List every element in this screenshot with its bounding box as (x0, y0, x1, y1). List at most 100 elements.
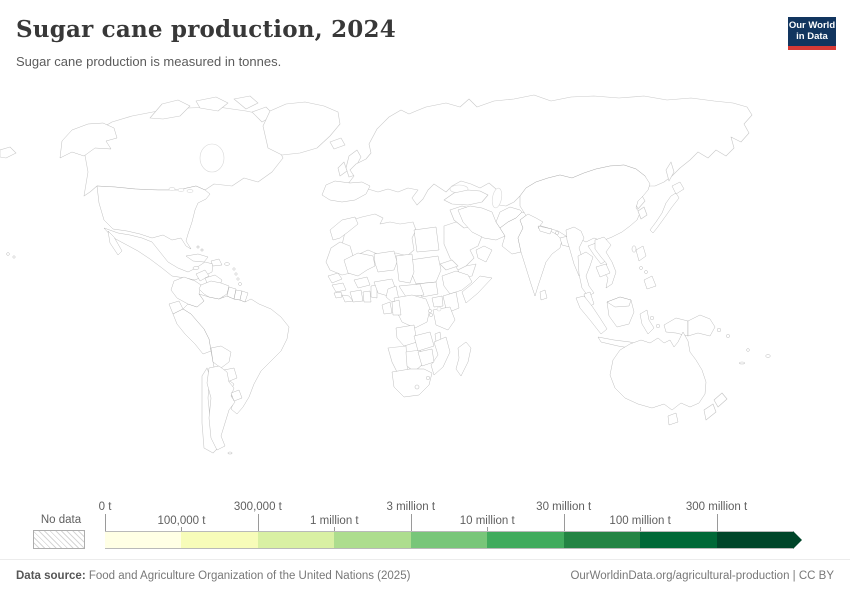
region-trinidad-tobago[interactable] (238, 282, 242, 286)
region-peru[interactable] (172, 308, 212, 355)
region-philippines-mindanao[interactable] (643, 275, 657, 290)
region-bolivia[interactable] (210, 345, 232, 369)
region-japan-honshu[interactable] (649, 192, 680, 234)
region-new-caledonia[interactable] (739, 361, 745, 365)
legend-nodata[interactable]: No data (33, 501, 89, 549)
credit-link[interactable]: OurWorldinData.org/agricultural-producti… (570, 570, 834, 582)
region-indonesia-papua[interactable] (663, 317, 689, 337)
region-mozambique[interactable] (430, 336, 451, 376)
region-ghana[interactable] (362, 290, 372, 303)
region-mexico-baja[interactable] (107, 230, 123, 256)
legend-color-bar[interactable] (105, 531, 793, 549)
region-arctic-islands[interactable] (149, 99, 191, 120)
region-malaysia-borneo[interactable] (606, 296, 632, 308)
region-gabon[interactable] (381, 301, 393, 315)
region-zambia[interactable] (413, 331, 435, 352)
region-philippines-visayas[interactable] (644, 270, 648, 274)
region-arctic-islands[interactable] (233, 95, 259, 110)
region-hawaii[interactable] (6, 252, 10, 256)
region-venezuela[interactable] (198, 280, 230, 300)
region-rwanda-burundi[interactable] (428, 309, 432, 313)
legend-bin-7[interactable] (563, 531, 641, 549)
region-turkey[interactable] (443, 189, 489, 206)
owid-logo[interactable]: Our World in Data (788, 17, 836, 50)
region-australia[interactable] (609, 331, 707, 411)
region-bahamas[interactable] (196, 245, 200, 249)
region-eritrea[interactable] (439, 259, 459, 271)
region-sri-lanka[interactable] (539, 289, 548, 301)
region-central-african-republic[interactable] (398, 283, 425, 298)
region-vanuatu[interactable] (746, 348, 750, 352)
region-botswana[interactable] (405, 349, 424, 373)
region-new-zealand-north[interactable] (713, 392, 728, 408)
legend-bin-4[interactable] (334, 531, 411, 549)
region-tanzania[interactable] (432, 306, 456, 331)
region-congo[interactable] (391, 299, 402, 316)
region-chad[interactable] (395, 253, 415, 284)
region-cuba[interactable] (185, 253, 209, 263)
region-new-zealand-south[interactable] (703, 403, 717, 421)
region-tasmania[interactable] (667, 412, 679, 426)
region-uganda[interactable] (431, 295, 444, 308)
region-angola[interactable] (395, 324, 418, 347)
region-japan-hokkaido[interactable] (671, 181, 685, 195)
region-lesser-antilles[interactable] (234, 272, 238, 276)
region-philippines-luzon[interactable] (635, 245, 647, 262)
region-lesotho[interactable] (414, 384, 420, 390)
region-greenland[interactable] (262, 101, 341, 156)
region-jamaica[interactable] (192, 266, 200, 270)
region-philippines-visayas[interactable] (639, 266, 643, 270)
region-puerto-rico[interactable] (224, 262, 230, 266)
region-guinea[interactable] (331, 282, 347, 293)
region-senegal[interactable] (327, 272, 343, 284)
region-iceland[interactable] (329, 137, 346, 150)
region-indonesia-sumatra[interactable] (575, 295, 608, 335)
region-sierra-leone[interactable] (333, 291, 343, 299)
legend-color-scale[interactable]: 0 t 100,000 t 300,000 t 1 million t 3 millio… (99, 501, 815, 555)
region-chukotka[interactable] (0, 146, 17, 159)
region-rwanda-burundi[interactable] (429, 313, 433, 317)
region-europe-russia-central-asia[interactable] (347, 94, 753, 207)
region-madagascar[interactable] (455, 341, 472, 377)
region-falkland-islands[interactable] (227, 451, 233, 455)
region-india[interactable] (517, 213, 563, 297)
legend-bin-6[interactable] (487, 531, 564, 549)
region-ivory-coast[interactable] (349, 289, 364, 303)
region-south-africa[interactable] (391, 368, 433, 398)
region-mali[interactable] (343, 252, 376, 277)
region-new-britain[interactable] (716, 327, 722, 333)
region-oman[interactable] (475, 245, 493, 263)
region-morocco[interactable] (329, 216, 359, 241)
region-indonesia-moluccas[interactable] (650, 316, 654, 320)
region-bahamas[interactable] (200, 248, 204, 252)
region-togo-benin[interactable] (370, 284, 378, 299)
legend-bin-5[interactable] (410, 531, 488, 549)
legend-bin-2[interactable] (181, 531, 258, 549)
region-zimbabwe[interactable] (417, 348, 435, 367)
region-indonesia-moluccas[interactable] (656, 324, 660, 328)
region-indonesia-sulawesi[interactable] (639, 309, 655, 335)
region-taiwan[interactable] (631, 245, 637, 253)
region-egypt[interactable] (413, 226, 440, 253)
region-solomon-islands[interactable] (726, 334, 730, 338)
legend-bin-1[interactable] (105, 531, 182, 549)
legend-bin-8[interactable] (640, 531, 717, 549)
region-arctic-islands[interactable] (195, 96, 229, 112)
region-fiji[interactable] (765, 354, 771, 358)
region-spain-portugal[interactable] (321, 180, 371, 203)
legend-bin-3[interactable] (257, 531, 335, 549)
region-hispaniola[interactable] (210, 258, 223, 267)
region-ireland[interactable] (337, 161, 348, 177)
region-lesser-antilles[interactable] (236, 277, 240, 281)
region-alaska[interactable] (59, 122, 118, 159)
region-uruguay[interactable] (230, 389, 243, 402)
region-cambodia[interactable] (595, 263, 611, 278)
region-guatemala[interactable] (195, 269, 210, 282)
region-niger[interactable] (373, 250, 398, 273)
region-argentina[interactable] (206, 365, 236, 451)
legend-bin-9[interactable] (716, 531, 793, 549)
region-sudan[interactable] (409, 255, 442, 285)
region-vietnam[interactable] (594, 236, 617, 289)
region-lesser-antilles[interactable] (232, 267, 236, 271)
region-burkina-faso[interactable] (353, 276, 371, 289)
